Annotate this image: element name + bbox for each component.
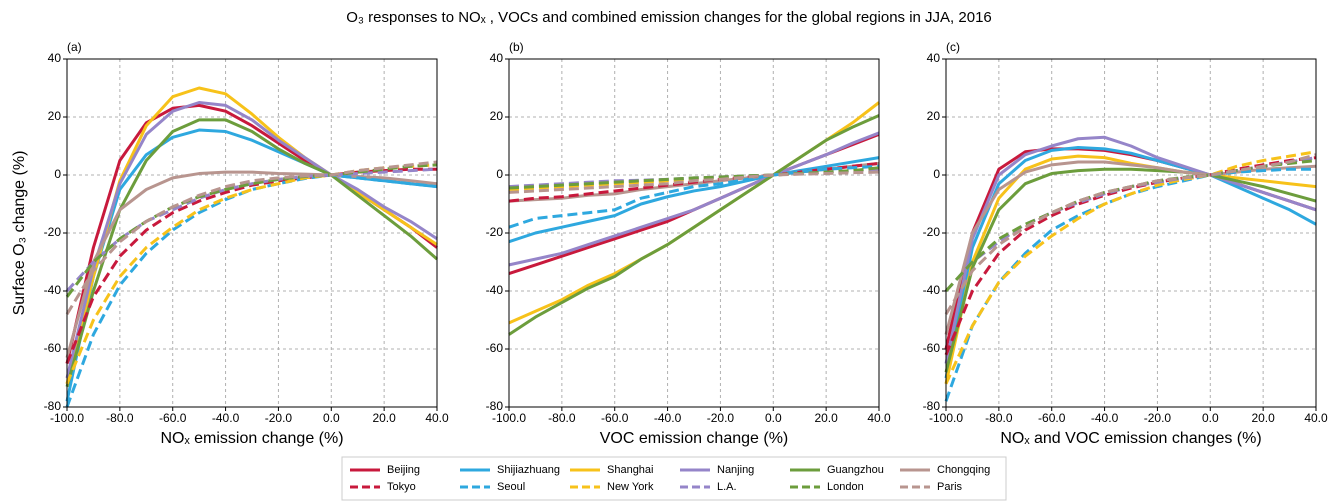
legend-label: Paris (937, 481, 963, 493)
series-line (65, 118, 438, 388)
y-tick-label: -60 (923, 341, 941, 355)
series-line (65, 86, 438, 385)
x-tick-label: -40.0 (654, 411, 682, 425)
legend-label: Shanghai (607, 464, 654, 476)
legend-label: Nanjing (717, 464, 754, 476)
series-line (65, 167, 438, 293)
figure-title: O₃ responses to NOₓ , VOCs and combined … (346, 9, 992, 26)
series-line (508, 131, 880, 267)
plot-frame (66, 58, 438, 408)
legend-box (341, 456, 1007, 501)
legend-label: New York (607, 481, 654, 493)
y-tick-label: -60 (44, 341, 62, 355)
y-tick-label: 40 (927, 51, 941, 65)
x-tick-label: -20.0 (1144, 411, 1172, 425)
y-tick-label: -20 (44, 225, 62, 239)
series-line (508, 101, 880, 325)
x-tick-label: -40.0 (1091, 411, 1119, 425)
y-tick-label: -40 (44, 283, 62, 297)
series-line (944, 167, 1316, 402)
series-line (65, 163, 438, 385)
x-tick-label: 20.0 (814, 411, 838, 425)
panel-label: (b) (509, 40, 524, 54)
x-tick-label: -60.0 (601, 411, 629, 425)
series-line (65, 103, 438, 364)
y-tick-label: -40 (923, 283, 941, 297)
series-line (944, 147, 1317, 350)
series-line (508, 156, 880, 244)
y-tick-label: 0 (933, 167, 940, 181)
series-line (944, 135, 1317, 364)
y-tick-label: 0 (496, 167, 503, 181)
x-tick-label: -80.0 (106, 411, 134, 425)
y-tick-label: -80 (486, 399, 504, 413)
series-line (65, 170, 438, 359)
x-tick-label: 0.0 (1202, 411, 1219, 425)
x-tick-label: -100.0 (929, 411, 963, 425)
plot-frame (508, 58, 880, 408)
series-line (944, 153, 1317, 315)
series-line (65, 101, 438, 379)
x-tick-label: -100.0 (492, 411, 526, 425)
series-line (944, 145, 1317, 379)
y-tick-label: -20 (486, 225, 504, 239)
legend-label: Shijiazhuang (497, 464, 560, 476)
y-tick-label: 40 (48, 51, 62, 65)
y-tick-label: -40 (486, 283, 504, 297)
y-tick-label: -80 (44, 399, 62, 413)
x-tick-label: -40.0 (212, 411, 240, 425)
y-tick-label: 0 (54, 167, 61, 181)
y-tick-label: 20 (48, 109, 62, 123)
y-tick-label: 20 (927, 109, 941, 123)
series-line (944, 167, 1317, 373)
series-line (65, 173, 438, 408)
legend-label: Tokyo (387, 481, 416, 493)
series-line (944, 160, 1317, 335)
x-tick-label: -80.0 (548, 411, 576, 425)
x-tick-label: 0.0 (323, 411, 340, 425)
legend-label: London (827, 481, 864, 493)
x-axis-label: NOₓ and VOC emission changes (%) (1000, 430, 1261, 447)
x-tick-label: 40.0 (867, 411, 891, 425)
series-line (508, 170, 880, 194)
legend-label: Chongqing (937, 464, 990, 476)
legend-label: Guangzhou (827, 464, 884, 476)
x-tick-label: 40.0 (425, 411, 449, 425)
y-tick-label: -80 (923, 399, 941, 413)
x-tick-label: 0.0 (765, 411, 782, 425)
y-tick-label: -60 (486, 341, 504, 355)
x-tick-label: -60.0 (159, 411, 187, 425)
x-tick-label: 40.0 (1304, 411, 1328, 425)
plot-frame (945, 58, 1317, 408)
series-line (65, 160, 438, 315)
series-line (944, 150, 1317, 385)
panel-label: (a) (67, 40, 82, 54)
series-line (65, 167, 437, 365)
y-tick-label: 40 (490, 51, 504, 65)
x-tick-label: -20.0 (265, 411, 293, 425)
panel-label: (c) (946, 40, 960, 54)
series-line (944, 156, 1317, 293)
legend-label: Seoul (497, 481, 525, 493)
legend-label: L.A. (717, 481, 737, 493)
y-axis-label: Surface O₃ change (%) (11, 151, 28, 316)
x-tick-label: 20.0 (372, 411, 396, 425)
x-tick-label: -80.0 (985, 411, 1013, 425)
x-tick-label: -100.0 (50, 411, 84, 425)
y-tick-label: 20 (490, 109, 504, 123)
series-line (508, 114, 880, 336)
series-line (508, 164, 880, 229)
x-tick-label: -60.0 (1038, 411, 1066, 425)
y-tick-label: -20 (923, 225, 941, 239)
x-axis-label: VOC emission change (%) (600, 430, 789, 447)
legend-label: Beijing (387, 464, 420, 476)
x-tick-label: 20.0 (1251, 411, 1275, 425)
x-axis-label: NOₓ emission change (%) (160, 430, 343, 447)
x-tick-label: -20.0 (707, 411, 735, 425)
